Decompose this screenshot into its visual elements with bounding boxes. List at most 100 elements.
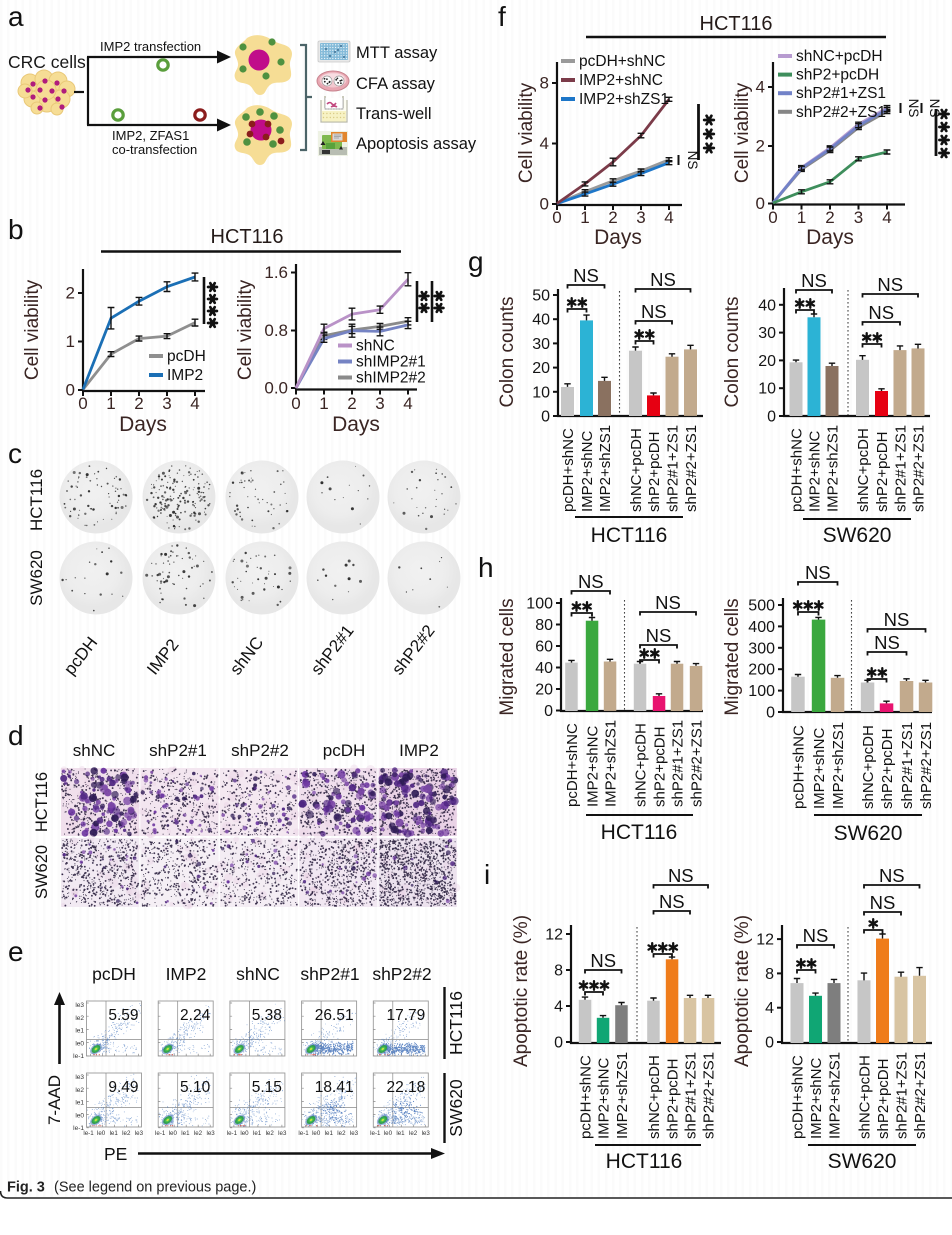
svg-text:shP2#2+ZS1: shP2#2+ZS1 [911, 425, 928, 512]
svg-text:shNC+pcDH: shNC+pcDH [633, 723, 650, 807]
svg-text:NS: NS [655, 592, 681, 613]
svg-text:2: 2 [825, 208, 834, 227]
svg-text:le2: le2 [337, 1130, 346, 1137]
svg-text:le-1: le-1 [73, 1053, 84, 1060]
svg-text:pcDH: pcDH [92, 964, 136, 984]
svg-text:Trans-well: Trans-well [356, 105, 431, 123]
svg-text:HCT116: HCT116 [446, 991, 466, 1055]
svg-text:0.8: 0.8 [264, 321, 288, 340]
svg-text:shNC+pcDH: shNC+pcDH [857, 1055, 874, 1139]
svg-text:26.51: 26.51 [315, 1007, 354, 1024]
svg-text:4: 4 [540, 134, 549, 153]
svg-text:shP2#2+ZS1: shP2#2+ZS1 [701, 1052, 718, 1139]
svg-text:20: 20 [532, 360, 550, 377]
svg-text:0: 0 [767, 409, 776, 426]
svg-text:100: 100 [748, 683, 775, 700]
svg-text:HCT116: HCT116 [33, 772, 51, 832]
svg-text:NS: NS [870, 892, 896, 913]
svg-text:pcDH: pcDH [167, 348, 206, 365]
svg-text:shP2#1+ZS1: shP2#1+ZS1 [670, 720, 687, 807]
svg-text:shP2+pcDH: shP2+pcDH [665, 1059, 682, 1139]
svg-text:le3: le3 [75, 1074, 84, 1081]
svg-text:NS: NS [884, 609, 910, 630]
svg-text:le1: le1 [75, 1100, 84, 1107]
svg-text:shNC+pcDH: shNC+pcDH [860, 725, 877, 809]
svg-text:0: 0 [756, 194, 765, 213]
svg-text:shP2+pcDH: shP2+pcDH [879, 729, 896, 809]
svg-text:SW620: SW620 [27, 550, 46, 606]
svg-text:IMP2, ZFAS1: IMP2, ZFAS1 [112, 128, 189, 143]
svg-text:3: 3 [636, 208, 645, 227]
svg-text:pcDH+shNC: pcDH+shNC [791, 725, 808, 809]
svg-text:HCT116: HCT116 [700, 13, 773, 35]
svg-text:IMP2+shNC: IMP2+shNC [579, 431, 596, 512]
svg-text:300: 300 [748, 640, 775, 657]
svg-text:HCT116: HCT116 [591, 524, 668, 547]
svg-text:shNC+pcDH: shNC+pcDH [628, 428, 645, 512]
svg-text:le0: le0 [169, 1130, 178, 1137]
svg-text:le0: le0 [312, 1130, 321, 1137]
svg-text:1: 1 [797, 208, 806, 227]
svg-text:NS: NS [877, 274, 903, 295]
svg-text:80: 80 [535, 617, 553, 634]
svg-text:Migrated cells: Migrated cells [497, 598, 518, 715]
svg-text:NS: NS [573, 265, 599, 286]
svg-text:NS: NS [646, 625, 672, 646]
svg-text:shP2#1+ZS1: shP2#1+ZS1 [796, 85, 886, 102]
svg-text:3: 3 [162, 394, 171, 413]
svg-text:shIMP2#2: shIMP2#2 [356, 370, 426, 387]
svg-text:IMP2 transfection: IMP2 transfection [100, 39, 201, 54]
svg-text:le-1: le-1 [227, 1130, 238, 1137]
svg-text:IMP2: IMP2 [167, 367, 203, 384]
svg-text:co-transfection: co-transfection [112, 142, 197, 157]
svg-text:22.18: 22.18 [387, 1079, 426, 1096]
svg-text:le0: le0 [240, 1130, 249, 1137]
svg-text:12: 12 [756, 932, 774, 949]
svg-text:IMP2+shNC: IMP2+shNC [807, 431, 824, 512]
svg-text:5.38: 5.38 [252, 1007, 282, 1024]
svg-text:0: 0 [552, 208, 561, 227]
svg-text:0: 0 [554, 1035, 563, 1052]
svg-text:NS: NS [641, 301, 667, 322]
svg-text:h: h [478, 552, 494, 583]
svg-text:2.24: 2.24 [180, 1007, 211, 1024]
svg-text:shP2#2: shP2#2 [231, 741, 289, 760]
svg-text:shP2#1: shP2#1 [300, 964, 359, 984]
svg-text:NS: NS [659, 891, 685, 912]
svg-text:le3: le3 [206, 1130, 215, 1137]
svg-text:0: 0 [66, 381, 75, 400]
svg-text:NS: NS [650, 269, 676, 290]
svg-text:shNC: shNC [226, 633, 267, 678]
svg-text:30: 30 [758, 325, 776, 342]
svg-text:IMP2+shZS1: IMP2+shZS1 [579, 91, 669, 108]
svg-text:c: c [8, 438, 22, 469]
svg-text:le-1: le-1 [370, 1130, 381, 1137]
svg-text:0: 0 [541, 409, 550, 426]
svg-text:pcDH+shNC: pcDH+shNC [564, 723, 581, 807]
svg-text:pcDH+shNC: pcDH+shNC [789, 428, 806, 512]
svg-text:Days: Days [594, 226, 642, 249]
svg-text:g: g [468, 246, 484, 277]
svg-text:HCT116: HCT116 [211, 226, 284, 248]
svg-text:SW620: SW620 [823, 524, 892, 547]
svg-text:10: 10 [532, 384, 550, 401]
svg-text:30: 30 [532, 336, 550, 353]
svg-text:IMP2: IMP2 [143, 635, 182, 678]
svg-text:Days: Days [806, 226, 854, 249]
svg-text:shNC+pcDH: shNC+pcDH [796, 48, 883, 65]
svg-text:HCT116: HCT116 [601, 821, 678, 844]
svg-text:e: e [8, 936, 24, 967]
svg-text:shNC: shNC [73, 741, 116, 760]
svg-text:shP2+pcDH: shP2+pcDH [796, 67, 879, 84]
svg-text:pcDH+shNC: pcDH+shNC [790, 1055, 807, 1139]
svg-text:le2: le2 [75, 1087, 84, 1094]
svg-text:40: 40 [758, 297, 776, 314]
svg-text:Apoptotic rate (%): Apoptotic rate (%) [511, 915, 532, 1067]
svg-text:IMP2: IMP2 [166, 964, 207, 984]
svg-text:SW620: SW620 [834, 822, 903, 845]
svg-text:IMP2+shZS1: IMP2+shZS1 [830, 722, 847, 809]
svg-text:le1: le1 [325, 1130, 334, 1137]
svg-text:CFA assay: CFA assay [356, 75, 436, 93]
svg-text:shP2#2+ZS1: shP2#2+ZS1 [796, 104, 886, 121]
svg-text:Cell viability: Cell viability [516, 82, 537, 183]
